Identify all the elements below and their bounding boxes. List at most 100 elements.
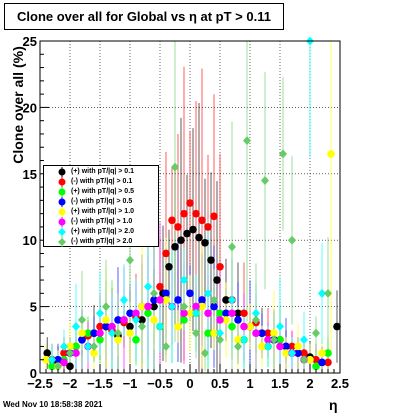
- data-point: [216, 262, 224, 271]
- x-tick-label: −1: [123, 376, 138, 391]
- data-point: [216, 309, 224, 318]
- legend-marker: [58, 167, 66, 177]
- data-point: [66, 348, 74, 358]
- data-point: [102, 322, 110, 331]
- data-point: [78, 336, 86, 344]
- data-point: [156, 322, 164, 332]
- data-point: [177, 236, 185, 244]
- data-point: [324, 358, 332, 367]
- legend-marker: [58, 187, 66, 197]
- y-tick-label: 25: [23, 34, 37, 49]
- data-point: [258, 342, 266, 351]
- data-point: [114, 316, 122, 324]
- x-tick-label: 1.5: [271, 376, 289, 391]
- data-point: [60, 358, 68, 367]
- legend-label: (-) with pT/|q| > 1.0: [71, 218, 133, 225]
- data-point: [78, 329, 86, 337]
- legend-entry: (+) with pT/|q| > 0.5: [44, 187, 160, 197]
- data-point: [210, 212, 218, 221]
- data-point: [108, 322, 116, 331]
- data-point: [186, 199, 194, 207]
- data-point: [156, 282, 164, 291]
- data-point: [72, 349, 80, 357]
- data-point: [43, 349, 51, 357]
- data-point: [240, 335, 248, 345]
- data-point: [174, 322, 182, 331]
- data-point: [174, 223, 182, 231]
- legend-label: (-) with pT/|q| > 0.5: [71, 198, 133, 205]
- data-point: [138, 302, 146, 311]
- data-point: [183, 229, 191, 238]
- data-point: [228, 309, 236, 318]
- data-point: [126, 329, 134, 337]
- data-point: [144, 302, 152, 311]
- data-point: [252, 315, 260, 325]
- data-point: [288, 235, 296, 245]
- data-point: [180, 302, 188, 312]
- data-point: [120, 295, 128, 305]
- data-point: [54, 361, 62, 371]
- data-point: [300, 355, 308, 365]
- data-point: [294, 342, 302, 351]
- data-point: [204, 288, 212, 298]
- data-point: [54, 355, 62, 364]
- data-point: [318, 358, 326, 367]
- data-point: [276, 336, 284, 344]
- legend-marker: [58, 197, 66, 207]
- data-point: [324, 288, 332, 298]
- legend-label: (+) with pT/|q| > 0.1: [71, 168, 135, 175]
- data-point: [180, 316, 188, 324]
- data-point: [96, 329, 104, 337]
- data-point: [318, 288, 326, 298]
- data-point: [138, 316, 146, 324]
- data-point: [243, 136, 251, 146]
- data-point: [264, 336, 272, 344]
- data-point: [252, 308, 260, 318]
- data-point: [120, 316, 128, 324]
- data-point: [264, 341, 272, 351]
- data-point: [60, 341, 68, 351]
- data-point: [246, 322, 254, 331]
- data-point: [96, 308, 104, 318]
- data-point: [240, 322, 248, 331]
- y-tick-label: 0: [30, 366, 37, 381]
- data-point: [228, 242, 236, 252]
- data-point: [318, 349, 326, 357]
- legend-entry: (+) with pT/|q| > 2.0: [44, 227, 160, 237]
- data-point: [234, 316, 242, 324]
- y-tick-label: 10: [23, 233, 37, 248]
- data-point: [228, 295, 236, 305]
- legend-label: (+) with pT/|q| > 1.0: [71, 208, 135, 215]
- legend-marker: [58, 207, 66, 217]
- data-point: [234, 336, 242, 344]
- legend-label: (+) with pT/|q| > 2.0: [71, 228, 135, 235]
- data-point: [66, 342, 74, 351]
- legend: (+) with pT/|q| > 0.1 (-) with pT/|q| > 0…: [43, 165, 159, 247]
- data-point: [282, 349, 290, 357]
- data-point: [261, 175, 269, 185]
- data-point: [213, 276, 221, 284]
- legend-entry: (-) with pT/|q| > 0.1: [44, 177, 160, 187]
- data-point: [264, 329, 272, 337]
- legend-entry: (-) with pT/|q| > 2.0: [44, 237, 160, 247]
- data-point: [306, 355, 314, 364]
- data-point: [228, 322, 236, 331]
- data-point: [204, 223, 212, 231]
- data-point: [300, 349, 308, 357]
- data-point: [165, 262, 173, 271]
- data-point: [186, 309, 194, 318]
- data-point: [114, 336, 122, 344]
- data-point: [252, 329, 260, 337]
- data-point: [162, 296, 170, 304]
- data-point: [72, 342, 80, 351]
- legend-marker: [58, 237, 66, 247]
- data-point: [108, 328, 116, 338]
- data-point: [234, 309, 242, 318]
- data-point: [276, 342, 284, 351]
- data-point: [132, 315, 140, 325]
- data-point: [279, 149, 287, 159]
- data-point: [222, 316, 230, 324]
- data-point: [78, 315, 86, 325]
- data-point: [192, 328, 200, 338]
- data-point: [216, 328, 224, 338]
